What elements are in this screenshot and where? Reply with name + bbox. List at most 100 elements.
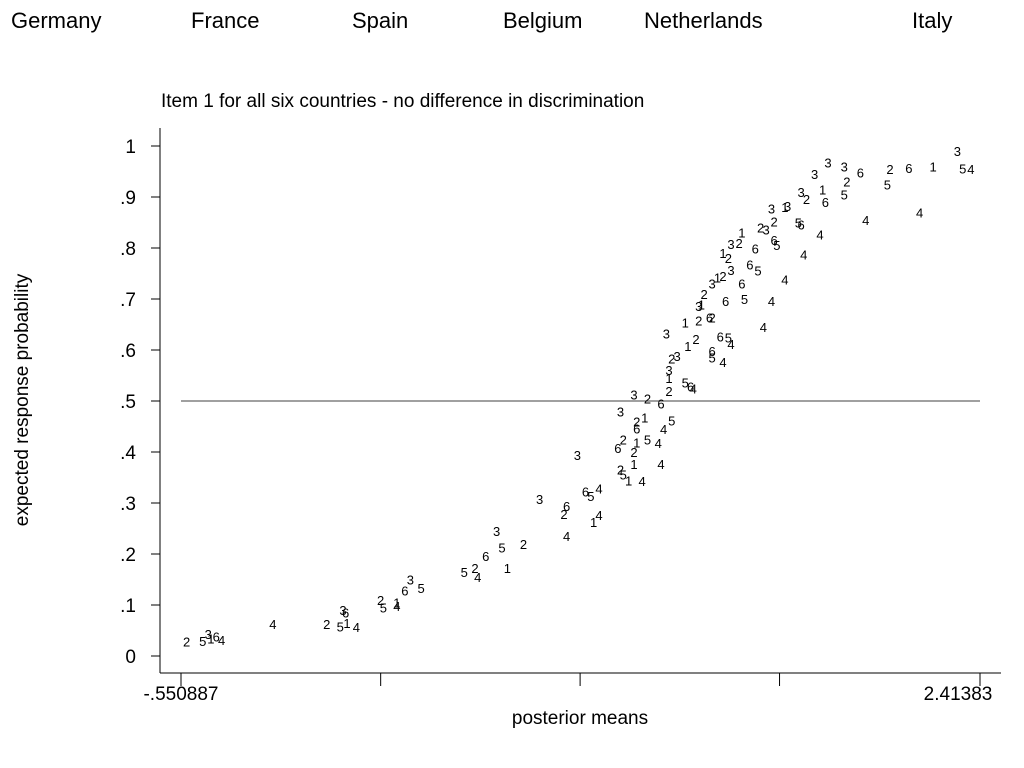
point-marker-6: 6	[709, 344, 716, 359]
point-marker-2: 2	[630, 445, 637, 460]
point-marker-2: 2	[692, 332, 699, 347]
point-marker-6: 6	[687, 380, 694, 395]
y-tick-label: .1	[120, 596, 136, 617]
point-marker-3: 3	[695, 299, 702, 314]
point-marker-1: 1	[641, 410, 648, 425]
point-marker-5: 5	[337, 619, 344, 634]
point-marker-3: 3	[727, 263, 734, 278]
point-marker-4: 4	[638, 474, 645, 489]
y-tick-label: .7	[120, 290, 136, 311]
point-marker-5: 5	[709, 351, 716, 366]
point-marker-4: 4	[781, 273, 788, 288]
legend-france: France	[191, 8, 260, 33]
point-marker-5: 5	[199, 634, 206, 649]
point-marker-6: 6	[717, 330, 724, 345]
point-marker-5: 5	[884, 177, 891, 192]
point-marker-3: 3	[727, 237, 734, 252]
point-marker-4: 4	[916, 205, 923, 220]
y-tick-label: .8	[120, 239, 136, 260]
y-tick-label: .5	[120, 392, 136, 413]
point-marker-4: 4	[595, 482, 602, 497]
point-marker-3: 3	[574, 448, 581, 463]
point-marker-2: 2	[471, 561, 478, 576]
point-marker-6: 6	[771, 233, 778, 248]
point-marker-3: 3	[617, 405, 624, 420]
point-marker-2: 2	[323, 617, 330, 632]
point-marker-6: 6	[633, 422, 640, 437]
point-marker-1: 1	[781, 200, 788, 215]
point-marker-5: 5	[498, 540, 505, 555]
point-marker-2: 2	[520, 537, 527, 552]
point-marker-1: 1	[714, 271, 721, 286]
point-marker-2: 2	[665, 384, 672, 399]
point-marker-1: 1	[684, 339, 691, 354]
point-marker-3: 3	[536, 492, 543, 507]
legend-belgium: Belgium	[503, 8, 583, 33]
point-marker-1: 1	[504, 561, 511, 576]
point-marker-1: 1	[719, 246, 726, 261]
point-marker-2: 2	[695, 313, 702, 328]
point-marker-2: 2	[735, 236, 742, 251]
point-marker-2: 2	[725, 251, 732, 266]
point-marker-4: 4	[800, 248, 807, 263]
point-marker-6: 6	[905, 161, 912, 176]
point-marker-1: 1	[590, 515, 597, 530]
point-marker-2: 2	[620, 432, 627, 447]
point-marker-6: 6	[746, 257, 753, 272]
point-marker-4: 4	[353, 620, 360, 635]
point-marker-3: 3	[768, 202, 775, 217]
point-marker-2: 2	[700, 287, 707, 302]
point-marker-6: 6	[738, 277, 745, 292]
point-marker-5: 5	[587, 489, 594, 504]
point-marker-6: 6	[401, 584, 408, 599]
point-marker-5: 5	[644, 432, 651, 447]
point-marker-5: 5	[461, 565, 468, 580]
point-marker-2: 2	[886, 162, 893, 177]
point-marker-2: 2	[617, 462, 624, 477]
point-marker-6: 6	[342, 606, 349, 621]
point-marker-4: 4	[563, 529, 570, 544]
y-tick-label: .9	[120, 188, 136, 209]
point-marker-5: 5	[959, 161, 966, 176]
point-marker-4: 4	[218, 633, 225, 648]
y-tick-label: .3	[120, 494, 136, 515]
legend-germany: Germany	[11, 8, 102, 33]
point-marker-6: 6	[797, 218, 804, 233]
point-marker-3: 3	[493, 524, 500, 539]
point-marker-2: 2	[377, 593, 384, 608]
point-marker-3: 3	[811, 167, 818, 182]
point-marker-4: 4	[690, 381, 697, 396]
point-marker-4: 4	[474, 570, 481, 585]
point-marker-5: 5	[773, 238, 780, 253]
point-marker-3: 3	[709, 277, 716, 292]
point-marker-3: 3	[954, 144, 961, 159]
axes: 0 .1 .2 .3 .4 .5 .6 .7 .8 .9 1 -.550887 2.41383	[120, 128, 1001, 705]
point-marker-1: 1	[343, 616, 350, 631]
point-marker-4: 4	[816, 228, 823, 243]
point-marker-2: 2	[757, 221, 764, 236]
point-marker-6: 6	[582, 484, 589, 499]
point-marker-6: 6	[722, 294, 729, 309]
point-marker-3: 3	[762, 223, 769, 238]
point-marker-4: 4	[660, 422, 667, 437]
point-marker-6: 6	[213, 630, 220, 645]
point-marker-1: 1	[819, 182, 826, 197]
point-marker-3: 3	[824, 155, 831, 170]
point-marker-5: 5	[620, 467, 627, 482]
y-tick-label: .4	[120, 443, 136, 464]
point-marker-6: 6	[563, 499, 570, 514]
point-marker-5: 5	[682, 376, 689, 391]
point-marker-2: 2	[843, 175, 850, 190]
point-marker-1: 1	[625, 474, 632, 489]
point-marker-5: 5	[380, 601, 387, 616]
point-marker-1: 1	[665, 371, 672, 386]
point-marker-5: 5	[754, 263, 761, 278]
y-tick-label: 0	[125, 647, 136, 668]
point-marker-2: 2	[633, 414, 640, 429]
point-marker-2: 2	[803, 192, 810, 207]
country-legend-row: Germany France Spain Belgium Netherlands…	[0, 0, 1024, 44]
legend-netherlands: Netherlands	[644, 8, 763, 33]
point-marker-2: 2	[719, 269, 726, 284]
